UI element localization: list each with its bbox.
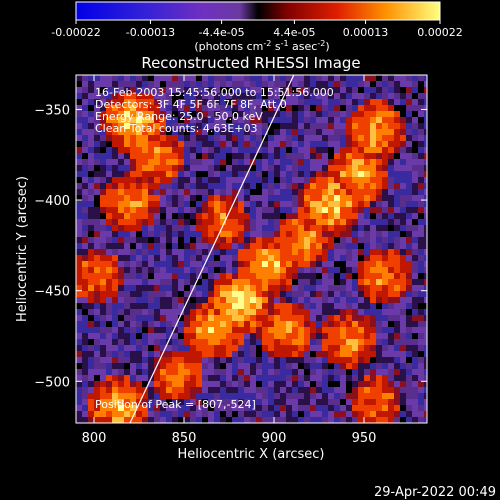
image-area [76, 75, 427, 423]
colorbar-units: (photons cm-2 s-1 asec-2) [194, 39, 329, 53]
render-timestamp: 29-Apr-2022 00:49 [374, 485, 496, 500]
y-tick-label: −450 [34, 285, 70, 300]
chart-title: Reconstructed RHESSI Image [141, 54, 360, 72]
x-axis-label: Heliocentric X (arcsec) [178, 447, 325, 462]
annotation-line: Energy Range: 25.0 - 50.0 keV [95, 110, 263, 123]
y-tick-label: −400 [34, 194, 70, 209]
y-tick-label: −500 [34, 375, 70, 390]
x-tick-label: 800 [82, 431, 107, 446]
x-axis-ticks: 800 850 900 950 [82, 75, 377, 446]
peak-position-label: Position of Peak = [807,-524] [95, 398, 256, 411]
colorbar-tick-label: 0.00013 [343, 26, 389, 39]
colorbar-tick-label: -4.4e-05 [198, 26, 244, 39]
x-tick-label: 850 [172, 431, 197, 446]
annotation-line: Detectors: 3F 4F 5F 6F 7F 8F, Att 0 [95, 98, 287, 111]
annotations: 16-Feb-2003 15:45:56.000 to 15:51:56.000… [95, 86, 334, 135]
y-axis-ticks: −350 −400 −450 −500 [34, 103, 427, 390]
colorbar-tick-label: 4.4e-05 [273, 26, 315, 39]
colorbar-tick-label: 0.00022 [417, 26, 463, 39]
annotation-line: 16-Feb-2003 15:45:56.000 to 15:51:56.000 [95, 86, 334, 99]
annotation-line: Clean Total counts: 4.63E+03 [95, 122, 258, 135]
colorbar-gradient [75, 1, 441, 21]
heatmap-cells [76, 75, 427, 423]
colorbar-tick-label: -0.00022 [51, 26, 100, 39]
colorbar: -0.00022 -0.00013 -4.4e-05 4.4e-05 0.00013 0.… [51, 1, 463, 53]
colorbar-tick-label: -0.00013 [126, 26, 175, 39]
y-tick-label: −350 [34, 103, 70, 118]
x-tick-label: 950 [352, 431, 377, 446]
colorbar-ticks: -0.00022 -0.00013 -4.4e-05 4.4e-05 0.00013 0.… [51, 20, 463, 39]
y-axis-label: Heliocentric Y (arcsec) [15, 176, 30, 322]
x-tick-label: 900 [262, 431, 287, 446]
plot-frame [75, 74, 428, 424]
solar-limb-line [129, 75, 295, 423]
